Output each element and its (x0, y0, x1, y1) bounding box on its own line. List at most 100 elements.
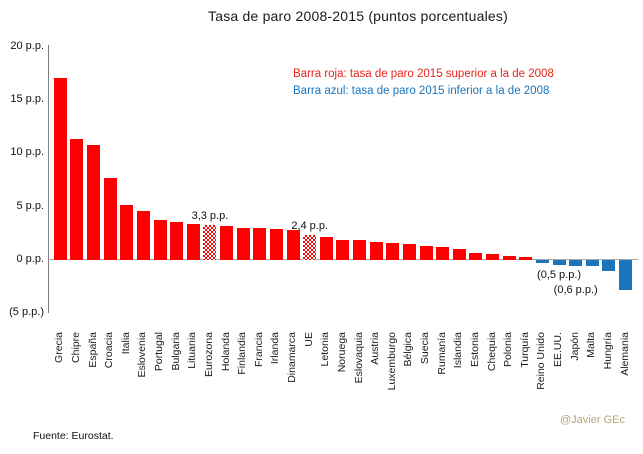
x-label-belgica: Bélgica (402, 332, 415, 367)
x-label-eslovenia: Eslovenia (136, 332, 149, 378)
bar-japon (569, 260, 583, 267)
x-label-ue: UE (302, 332, 315, 347)
y-tick-5: 5 p.p. (16, 200, 44, 212)
bar-finlandia (236, 228, 250, 260)
bar-column-islandia: Islandia (451, 47, 468, 368)
annotation-eurozona: 3,3 p.p. (191, 209, 229, 222)
x-label-dinamarca: Dinamarca (286, 332, 299, 383)
bar-column-eslovenia: Eslovenia (135, 47, 152, 378)
bar-column-alemania: Alemania (617, 47, 634, 376)
bar-islandia (452, 249, 466, 260)
bar-column-polonia: Polonia (501, 47, 518, 367)
bar-holanda (220, 226, 234, 260)
y-tick-20: 20 p.p. (10, 40, 44, 52)
bar-eurozona (203, 224, 217, 260)
x-label-irlanda: Irlanda (269, 332, 282, 365)
bar-portugal (153, 219, 167, 260)
bar-luxemburgo (386, 243, 400, 260)
bar-column-espana: España (85, 47, 102, 368)
x-label-eurozona: Eurozona (202, 332, 215, 377)
bar-column-ue: UE 2,4 p.p. (291, 47, 328, 347)
bar-column-dinamarca: Dinamarca (285, 47, 302, 383)
x-label-estonia: Estonia (468, 332, 481, 368)
bar-column-chequia: Chequia (484, 47, 501, 371)
bar-austria (369, 241, 383, 260)
bar-chipre (70, 138, 84, 260)
bar-column-chipre: Chipre (69, 47, 86, 363)
bar-column-austria: Austria (368, 47, 385, 365)
x-label-malta: Malta (585, 332, 598, 358)
x-label-italia: Italia (119, 332, 132, 355)
bar-rumania (436, 247, 450, 260)
bar-turquia (519, 256, 533, 260)
x-label-reino-unido: Reino Unido (535, 332, 548, 390)
x-label-grecia: Grecia (53, 332, 66, 363)
x-label-chipre: Chipre (69, 332, 82, 363)
bar-belgica (402, 244, 416, 260)
bar-dinamarca (286, 230, 300, 260)
bar-column-grecia: Grecia (52, 47, 69, 363)
bar-column-estonia: Estonia (468, 47, 485, 367)
bar-column-turquia: Turquía (518, 47, 535, 368)
x-label-ee-uu-: EE.UU. (552, 332, 565, 368)
x-label-espana: España (86, 332, 99, 368)
bar-column-croacia: Croacia (102, 47, 119, 368)
bar-column-irlanda: Irlanda (268, 47, 285, 364)
bar-column-francia: Francia (252, 47, 269, 367)
page-title: Tasa de paro 2008-2015 (puntos porcentua… (208, 8, 508, 24)
bar-eslovenia (136, 211, 150, 260)
x-label-bulgaria: Bulgaria (169, 332, 182, 371)
bar-italia (120, 204, 134, 260)
x-label-alemania: Alemania (618, 332, 631, 376)
bar-column-belgica: Bélgica (401, 47, 418, 366)
x-label-holanda: Holanda (219, 332, 232, 372)
bar-column-lituania: Lituania (185, 47, 202, 369)
x-label-chequia: Chequia (485, 332, 498, 372)
bar-noruega (336, 239, 350, 260)
bar-eslovaquia (353, 239, 367, 260)
bar-column-luxemburgo: Luxemburgo (385, 47, 402, 390)
bar-reino-unido (535, 260, 549, 264)
x-label-suecia: Suecia (419, 332, 432, 365)
x-label-hungria: Hungría (601, 332, 614, 370)
bar-chequia (486, 253, 500, 260)
y-tick-neg5: (5 p.p.) (9, 306, 44, 318)
bar-column-eslovaquia: Eslovaquia (351, 47, 368, 383)
x-label-eslovaquia: Eslovaquia (352, 332, 365, 384)
bar-suecia (419, 246, 433, 260)
bar-column-portugal: Portugal (152, 47, 169, 371)
bar-column-letonia: Letonia (318, 47, 335, 366)
bar-ue (303, 234, 317, 260)
annotation-ee-uu-: (0,5 p.p.) (537, 269, 582, 282)
bar-letonia (319, 236, 333, 260)
x-label-letonia: Letonia (319, 332, 332, 367)
bar-francia (253, 228, 267, 260)
bar-column-holanda: Holanda (218, 47, 235, 371)
x-label-luxemburgo: Luxemburgo (385, 332, 398, 391)
y-tick-10: 10 p.p. (10, 146, 44, 158)
legend-blue-bars: Barra azul: tasa de paro 2015 inferior a… (293, 85, 550, 97)
bar-lituania (186, 223, 200, 260)
bar-polonia (502, 255, 516, 260)
x-label-japon: Japón (568, 332, 581, 361)
x-label-noruega: Noruega (335, 332, 348, 373)
bar-column-italia: Italia (119, 47, 136, 354)
x-label-finlandia: Finlandia (236, 332, 249, 375)
x-label-lituania: Lituania (186, 332, 199, 369)
x-label-croacia: Croacia (103, 332, 116, 369)
bar-hungria (602, 260, 616, 271)
chart-legend: Barra roja: tasa de paro 2015 superior a… (293, 66, 554, 100)
bar-estonia (469, 252, 483, 260)
annotation-japon: (0,6 p.p.) (553, 284, 598, 297)
bar-bulgaria (170, 221, 184, 260)
watermark: @Javier GEc (560, 414, 625, 426)
annotation-ue: 2,4 p.p. (291, 219, 329, 232)
bar-malta (585, 260, 599, 267)
bar-column-noruega: Noruega (335, 47, 352, 372)
x-label-austria: Austria (369, 332, 382, 365)
source-note: Fuente: Eurostat. (33, 430, 114, 442)
bar-column-malta: Malta (584, 47, 601, 358)
bar-column-hungria: Hungría (601, 47, 618, 369)
bar-grecia (53, 78, 67, 260)
